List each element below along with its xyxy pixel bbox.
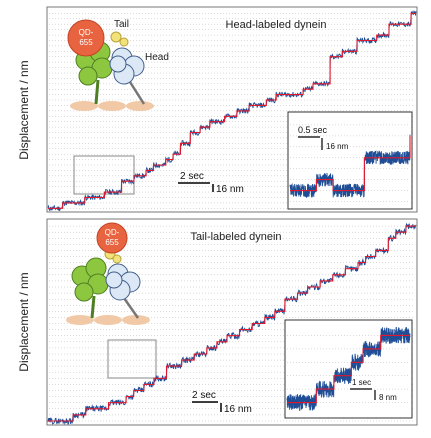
inset-displacement-scale-label: 8 nm (379, 393, 397, 402)
motor-domain-blue (109, 55, 127, 73)
quantum-dot (96, 222, 128, 254)
dynein-molecule-illustration: QD- 655 (66, 222, 150, 325)
stalk-left (94, 79, 100, 105)
tail-linker (119, 37, 129, 47)
gridlines (49, 13, 415, 209)
main-step-fit (48, 12, 416, 209)
tail-label: Tail (114, 19, 129, 30)
gridlines (49, 225, 415, 422)
inset-trace-group (289, 124, 411, 202)
displacement-trace-group (47, 10, 417, 212)
inset-step-fit (290, 135, 411, 192)
inset-time-scale-label: 1 sec (352, 378, 371, 387)
inset-time-scale-label: 0.5 sec (298, 125, 328, 135)
microtubule-base (66, 315, 94, 325)
quantum-dot-label: QD- (105, 228, 120, 237)
inset-noisy-trace (286, 326, 411, 412)
microtubule-base (98, 101, 126, 111)
inset-displacement-scale-label: 16 nm (326, 142, 349, 151)
inset-zoom-panel: 0.5 sec 16 nm (287, 111, 413, 210)
tail-linker (110, 31, 122, 43)
scale-bar: 2 sec 16 nm (178, 171, 244, 195)
zoom-region-box (107, 339, 157, 379)
main-noisy-trace (47, 10, 417, 212)
tail-linker (112, 254, 122, 264)
microtubule-base (94, 315, 122, 325)
stalk-right (128, 81, 146, 105)
microtubule-base (122, 315, 150, 325)
inset-zoom-panel: 1 sec 8 nm (284, 319, 413, 419)
y-axis-label: Displacement / nm (17, 272, 31, 371)
inset-step-fit (287, 334, 410, 404)
head-label: Head (145, 52, 169, 63)
panel-title: Head-labeled dynein (226, 19, 327, 31)
panel-title: Tail-labeled dynein (190, 231, 281, 243)
time-scale-label: 2 sec (192, 390, 216, 401)
quantum-dot-label: 655 (79, 38, 93, 47)
stalk-left (90, 295, 96, 319)
time-scale-label: 2 sec (180, 171, 204, 182)
y-axis-label: Displacement / nm (17, 60, 31, 159)
displacement-scale-label: 16 nm (224, 404, 252, 415)
motor-domain-green (74, 282, 94, 302)
displacement-trace-group (47, 223, 417, 426)
main-step-fit (48, 225, 416, 422)
dynein-molecule-illustration: QD- 655 Tail Head (67, 19, 169, 111)
quantum-dot (67, 19, 105, 57)
inset-noisy-trace (289, 134, 411, 199)
quantum-dot-label: 655 (105, 238, 119, 247)
quantum-dot-label: QD- (79, 28, 94, 37)
scale-bar: 2 sec 16 nm (192, 390, 252, 415)
panel-tail-labeled: Displacement / nm Tail-labeled dynein QD… (17, 218, 418, 426)
panel-head-labeled: Displacement / nm Head-labeled dynein QD… (17, 6, 418, 213)
microtubule-base (126, 101, 154, 111)
microtubule-base (70, 101, 98, 111)
stalk-right (122, 297, 140, 319)
displacement-scale-label: 16 nm (216, 184, 244, 195)
motor-domain-green (78, 66, 98, 86)
main-noisy-trace (47, 223, 417, 426)
inset-trace-group (286, 326, 411, 412)
motor-domain-blue (105, 271, 123, 289)
